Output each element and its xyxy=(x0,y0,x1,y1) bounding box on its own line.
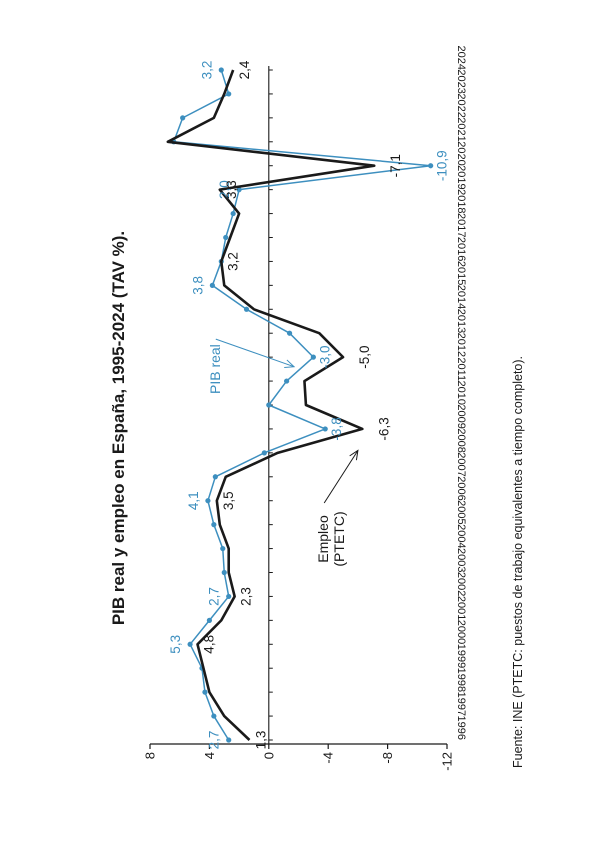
point-pib xyxy=(236,187,242,193)
y-tick-label: -8 xyxy=(380,752,395,764)
x-tick-label: 2017 xyxy=(455,213,467,237)
point-pib xyxy=(206,617,212,623)
data-label-pib: 4,1 xyxy=(186,491,201,510)
point-pib xyxy=(218,67,224,73)
x-tick-label: 2009 xyxy=(455,404,467,428)
point-pib xyxy=(266,402,272,408)
point-pib xyxy=(428,163,434,169)
x-tick-label: 2018 xyxy=(455,189,467,213)
data-label-pib: -10,9 xyxy=(435,150,450,181)
point-pib xyxy=(230,210,236,217)
data-label-pib: 3,2 xyxy=(199,61,214,80)
x-tick-label: 2007 xyxy=(455,452,467,476)
data-label-pib: 2,7 xyxy=(207,587,222,606)
annotation-arrow-pib xyxy=(215,338,295,368)
x-tick-label: 2021 xyxy=(455,117,467,141)
data-label-pib: 3,8 xyxy=(190,276,205,295)
x-tick-label: 2015 xyxy=(455,261,467,285)
x-tick-label: 2011 xyxy=(455,357,467,381)
x-tick-label: 2001 xyxy=(455,596,467,620)
point-pib xyxy=(223,234,229,241)
point-pib xyxy=(261,450,267,456)
data-label-empleo: 3,5 xyxy=(221,491,236,510)
data-label-pib: -3,8 xyxy=(329,417,344,440)
x-tick-label: 1996 xyxy=(455,716,467,740)
x-tick-label: 2006 xyxy=(455,476,467,500)
x-tick-label: 1998 xyxy=(455,668,467,692)
point-pib xyxy=(211,522,217,528)
data-label-pib: 5,3 xyxy=(168,635,183,654)
x-tick-label: 2004 xyxy=(455,524,467,548)
annotation-arrow-empleo xyxy=(323,450,359,504)
x-tick-label: 2005 xyxy=(455,500,467,524)
x-tick-label: 2019 xyxy=(455,165,467,189)
data-label-empleo: -6,3 xyxy=(376,417,391,440)
data-label-empleo: -7,1 xyxy=(388,154,403,177)
x-tick-label: 2002 xyxy=(455,572,467,596)
x-tick-label: 2010 xyxy=(455,381,467,405)
y-tick-label: 0 xyxy=(261,752,276,759)
data-label-empleo: -5,0 xyxy=(357,346,372,369)
point-pib xyxy=(286,330,293,336)
point-pib xyxy=(202,689,208,695)
point-pib xyxy=(211,713,217,719)
point-pib xyxy=(243,306,250,312)
x-tick-label: 2023 xyxy=(455,69,467,93)
point-pib xyxy=(226,91,232,97)
point-pib xyxy=(205,498,211,504)
y-tick-label: 8 xyxy=(143,752,158,759)
point-pib xyxy=(220,545,226,552)
point-pib xyxy=(310,354,316,360)
x-tick-label: 2000 xyxy=(455,620,467,644)
point-pib xyxy=(221,569,227,576)
x-tick-label: 2014 xyxy=(455,285,467,309)
point-pib xyxy=(322,426,328,432)
x-tick-label: 2013 xyxy=(455,309,467,333)
point-pib xyxy=(284,378,290,384)
data-label-pib: -3,0 xyxy=(317,346,332,369)
annotation-arrowhead-pib xyxy=(284,359,296,368)
y-tick-label: 4 xyxy=(202,752,217,759)
annotation-label-empleo: (PTETC) xyxy=(331,511,347,566)
x-tick-label: 2020 xyxy=(455,141,467,165)
point-pib xyxy=(187,641,193,647)
x-tick-label: 1999 xyxy=(455,644,467,668)
annotation-arrowhead-empleo xyxy=(349,449,359,461)
data-label-pib: 2,7 xyxy=(207,731,222,750)
data-label-empleo: 1,3 xyxy=(253,731,268,750)
data-label-pib: 2,0 xyxy=(217,180,232,199)
data-label-empleo: 3,2 xyxy=(225,252,240,271)
x-tick-label: 2022 xyxy=(455,93,467,117)
x-tick-label: 2012 xyxy=(455,333,467,357)
x-tick-label: 2016 xyxy=(455,237,467,261)
x-tick-label: 2008 xyxy=(455,428,467,452)
x-tick-label: 1997 xyxy=(455,692,467,716)
chart-source: Fuente: INE (PTETC: puestos de trabajo e… xyxy=(511,356,525,768)
annotation-label-pib: PIB real xyxy=(207,344,223,394)
x-tick-label: 2003 xyxy=(455,548,467,572)
data-label-empleo: 4,8 xyxy=(202,635,217,654)
point-pib xyxy=(226,737,232,743)
point-pib xyxy=(209,282,215,288)
data-label-empleo: 2,3 xyxy=(239,587,254,606)
y-tick-label: -4 xyxy=(321,752,336,764)
series-line-empleo xyxy=(166,69,376,741)
point-pib xyxy=(180,115,186,121)
data-label-empleo: 2,4 xyxy=(237,60,252,79)
chart-title: PIB real y empleo en España, 1995-2024 (… xyxy=(109,231,128,625)
plot-area: 8 4 0 -4 -8 -12199619971998199920002001200220… xyxy=(143,46,468,771)
y-tick-label: -12 xyxy=(440,752,455,771)
annotation-label-empleo: Empleo xyxy=(315,515,331,563)
x-tick-label: 2024 xyxy=(455,46,467,70)
point-pib xyxy=(212,474,218,480)
data-label-empleo: 3,3 xyxy=(224,180,239,199)
point-pib xyxy=(226,593,232,600)
